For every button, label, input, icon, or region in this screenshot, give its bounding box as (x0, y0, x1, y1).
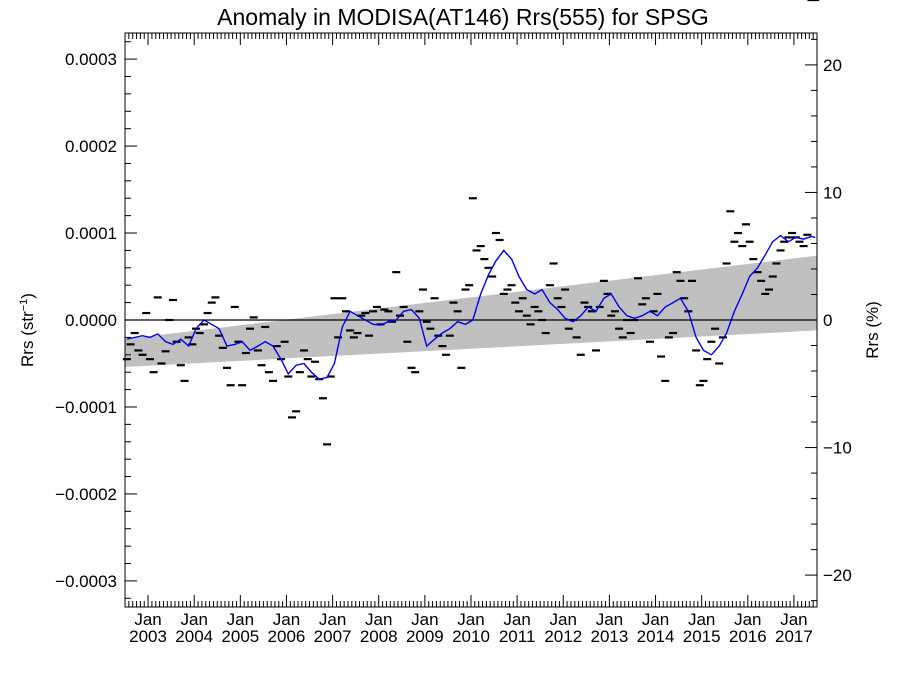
smoothed-anomaly-line (126, 234, 816, 380)
x-tick-month-label: Jan (411, 610, 438, 629)
x-tick-year-label: 2013 (590, 627, 628, 646)
left-tick-label: 0.0002 (65, 137, 117, 156)
right-tick-label: 10 (823, 183, 842, 202)
x-tick-year-label: 2007 (314, 627, 352, 646)
x-tick-year-label: 2005 (221, 627, 259, 646)
x-tick-month-label: Jan (227, 610, 254, 629)
x-tick-month-label: Jan (365, 610, 392, 629)
x-tick-year-label: 2017 (775, 627, 813, 646)
right-tick-label: −20 (823, 566, 852, 585)
left-tick-label: 0.0000 (65, 311, 117, 330)
x-tick-year-label: 2016 (729, 627, 767, 646)
x-tick-month-label: Jan (134, 610, 161, 629)
monthly-anomaly-points (122, 0, 820, 446)
x-tick-year-label: 2004 (175, 627, 213, 646)
x-tick-month-label: Jan (457, 610, 484, 629)
x-tick-month-label: Jan (734, 610, 761, 629)
left-tick-label: −0.0002 (55, 485, 117, 504)
plot-area (122, 0, 820, 446)
x-tick-month-label: Jan (596, 610, 623, 629)
x-tick-year-label: 2010 (452, 627, 490, 646)
x-tick-year-label: 2012 (544, 627, 582, 646)
left-tick-label: 0.0001 (65, 224, 117, 243)
x-tick-year-label: 2011 (499, 627, 536, 646)
x-tick-year-label: 2006 (268, 627, 306, 646)
x-tick-year-label: 2014 (637, 627, 675, 646)
x-tick-month-label: Jan (688, 610, 715, 629)
x-tick-year-label: 2015 (683, 627, 721, 646)
x-tick-month-label: Jan (642, 610, 669, 629)
right-y-axis: 20 10 0 −10 −20 (805, 38, 852, 602)
x-tick-month-label: Jan (319, 610, 346, 629)
x-tick-year-label: 2009 (406, 627, 444, 646)
x-tick-month-label: Jan (503, 610, 530, 629)
x-tick-month-label: Jan (550, 610, 577, 629)
x-tick-month-label: Jan (180, 610, 207, 629)
x-tick-year-label: 2003 (129, 627, 167, 646)
trend-confidence-band (125, 255, 817, 367)
left-tick-label: −0.0003 (55, 572, 117, 591)
chart-title: Anomaly in MODISA(AT146) Rrs(555) for SP… (217, 4, 709, 30)
x-tick-year-label: 2008 (360, 627, 398, 646)
right-tick-label: 20 (823, 56, 842, 75)
x-tick-month-label: Jan (780, 610, 807, 629)
right-tick-label: −10 (823, 439, 852, 458)
x-axis: Jan2003Jan2004Jan2005Jan2006Jan2007Jan20… (124, 33, 818, 646)
left-y-axis-label: Rrs (str−1) (18, 293, 37, 367)
right-y-axis-label: Rrs (%) (863, 301, 882, 359)
x-tick-month-label: Jan (273, 610, 300, 629)
left-tick-label: −0.0001 (55, 398, 117, 417)
left-tick-label: 0.0003 (65, 50, 117, 69)
left-y-axis: 0.0003 0.0002 0.0001 0.0000 −0.0001 −0.0002 −0… (55, 41, 137, 599)
right-tick-label: 0 (823, 311, 832, 330)
